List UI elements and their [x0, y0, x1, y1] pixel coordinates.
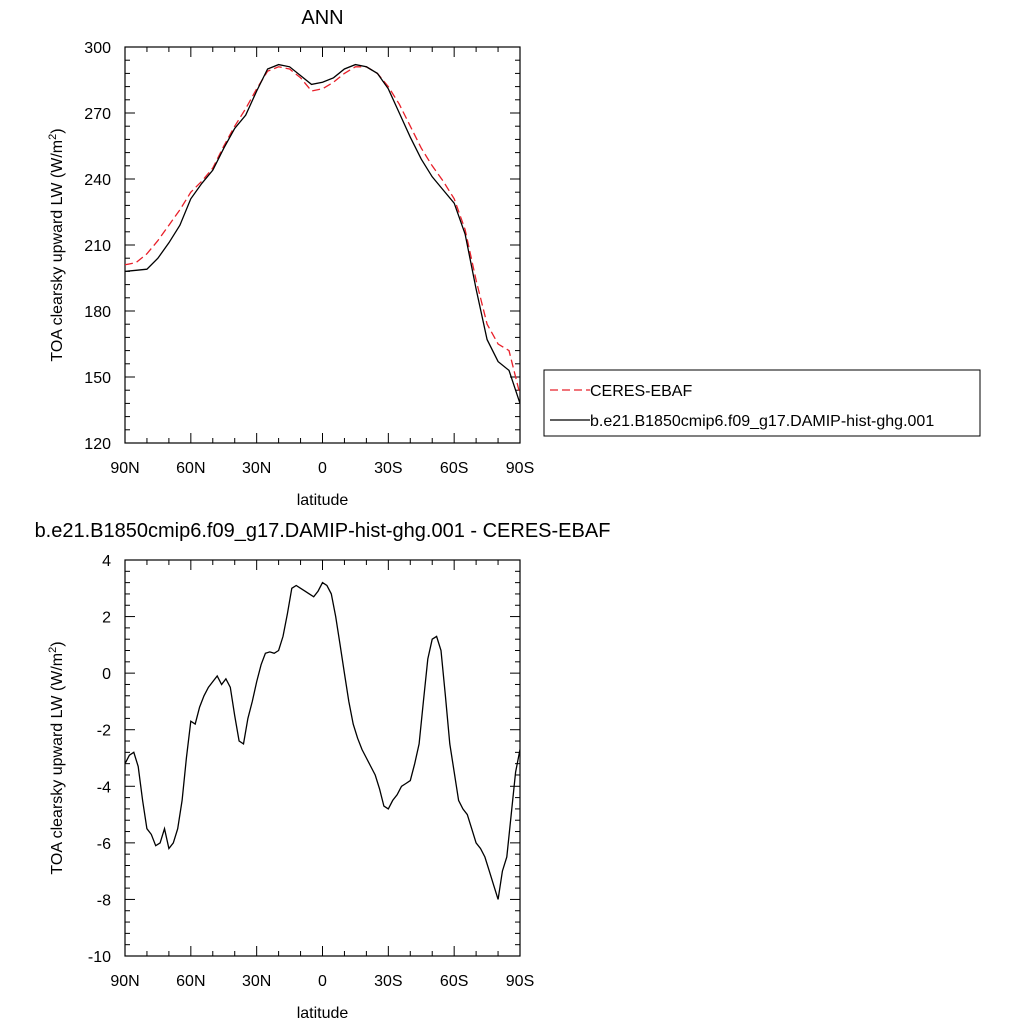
- x-axis-label: latitude: [297, 492, 349, 509]
- legend-label: b.e21.B1850cmip6.f09_g17.DAMIP-hist-ghg.…: [590, 413, 934, 430]
- y-axis-label-end: ): [49, 641, 66, 646]
- top-panel: ANN 90N 60N 30N 0 30S 60S 90S 120 150 180 210 240 270…: [47, 7, 981, 509]
- y-tick-label: -8: [97, 892, 111, 909]
- x-tick-label: 90N: [110, 460, 139, 477]
- x-tick-label: 30S: [374, 460, 402, 477]
- y-axis-label-main: TOA clearsky upward LW (W/m: [49, 653, 66, 875]
- x-tick-label: 0: [318, 460, 327, 477]
- chart-title: b.e21.B1850cmip6.f09_g17.DAMIP-hist-ghg.…: [35, 520, 611, 542]
- y-axis-label: TOA clearsky upward LW (W/m2): [47, 641, 66, 874]
- x-tick-label: 30N: [242, 460, 271, 477]
- x-tick-label: 90S: [506, 460, 534, 477]
- x-tick-label: 30N: [242, 973, 271, 990]
- y-tick-label: 180: [84, 304, 111, 321]
- y-axis-label: TOA clearsky upward LW (W/m2): [47, 128, 66, 361]
- y-axis-label-main: TOA clearsky upward LW (W/m: [49, 140, 66, 362]
- bottom-panel: b.e21.B1850cmip6.f09_g17.DAMIP-hist-ghg.…: [35, 520, 611, 1022]
- x-tick-label: 60S: [440, 460, 468, 477]
- y-tick-label: 150: [84, 370, 111, 387]
- y-tick-label: 240: [84, 172, 111, 189]
- y-tick-label: 300: [84, 40, 111, 57]
- x-tick-label: 60N: [176, 460, 205, 477]
- chart-title: ANN: [301, 7, 343, 29]
- y-tick-label: 120: [84, 436, 111, 453]
- y-tick-label: 270: [84, 106, 111, 123]
- plot-frame: [124, 46, 521, 444]
- legend: CERES-EBAF b.e21.B1850cmip6.f09_g17.DAMIP…: [543, 369, 981, 437]
- x-tick-label: 60N: [176, 973, 205, 990]
- x-tick-label: 90S: [506, 973, 534, 990]
- x-tick-label: 30S: [374, 973, 402, 990]
- legend-box: [543, 369, 981, 437]
- y-tick-label: 0: [102, 666, 111, 683]
- series-line-ceres-ebaf: [125, 66, 520, 395]
- plot-frame: [124, 559, 521, 957]
- x-axis-label: latitude: [297, 1005, 349, 1022]
- series-line-model: [125, 63, 520, 404]
- y-axis-label-end: ): [49, 128, 66, 133]
- y-axis-label-superscript: 2: [47, 134, 59, 140]
- y-tick-label: -4: [97, 779, 111, 796]
- x-tick-label: 90N: [110, 973, 139, 990]
- y-tick-label: -2: [97, 723, 111, 740]
- x-tick-label: 0: [318, 973, 327, 990]
- x-tick-label: 60S: [440, 973, 468, 990]
- y-tick-label: 4: [102, 553, 111, 570]
- difference-line: [125, 581, 520, 900]
- y-tick-label: -10: [88, 949, 111, 966]
- y-axis-label-superscript: 2: [47, 647, 59, 653]
- y-tick-label: 210: [84, 238, 111, 255]
- legend-label: CERES-EBAF: [590, 383, 692, 400]
- y-tick-label: 2: [102, 610, 111, 627]
- y-tick-label: -6: [97, 836, 111, 853]
